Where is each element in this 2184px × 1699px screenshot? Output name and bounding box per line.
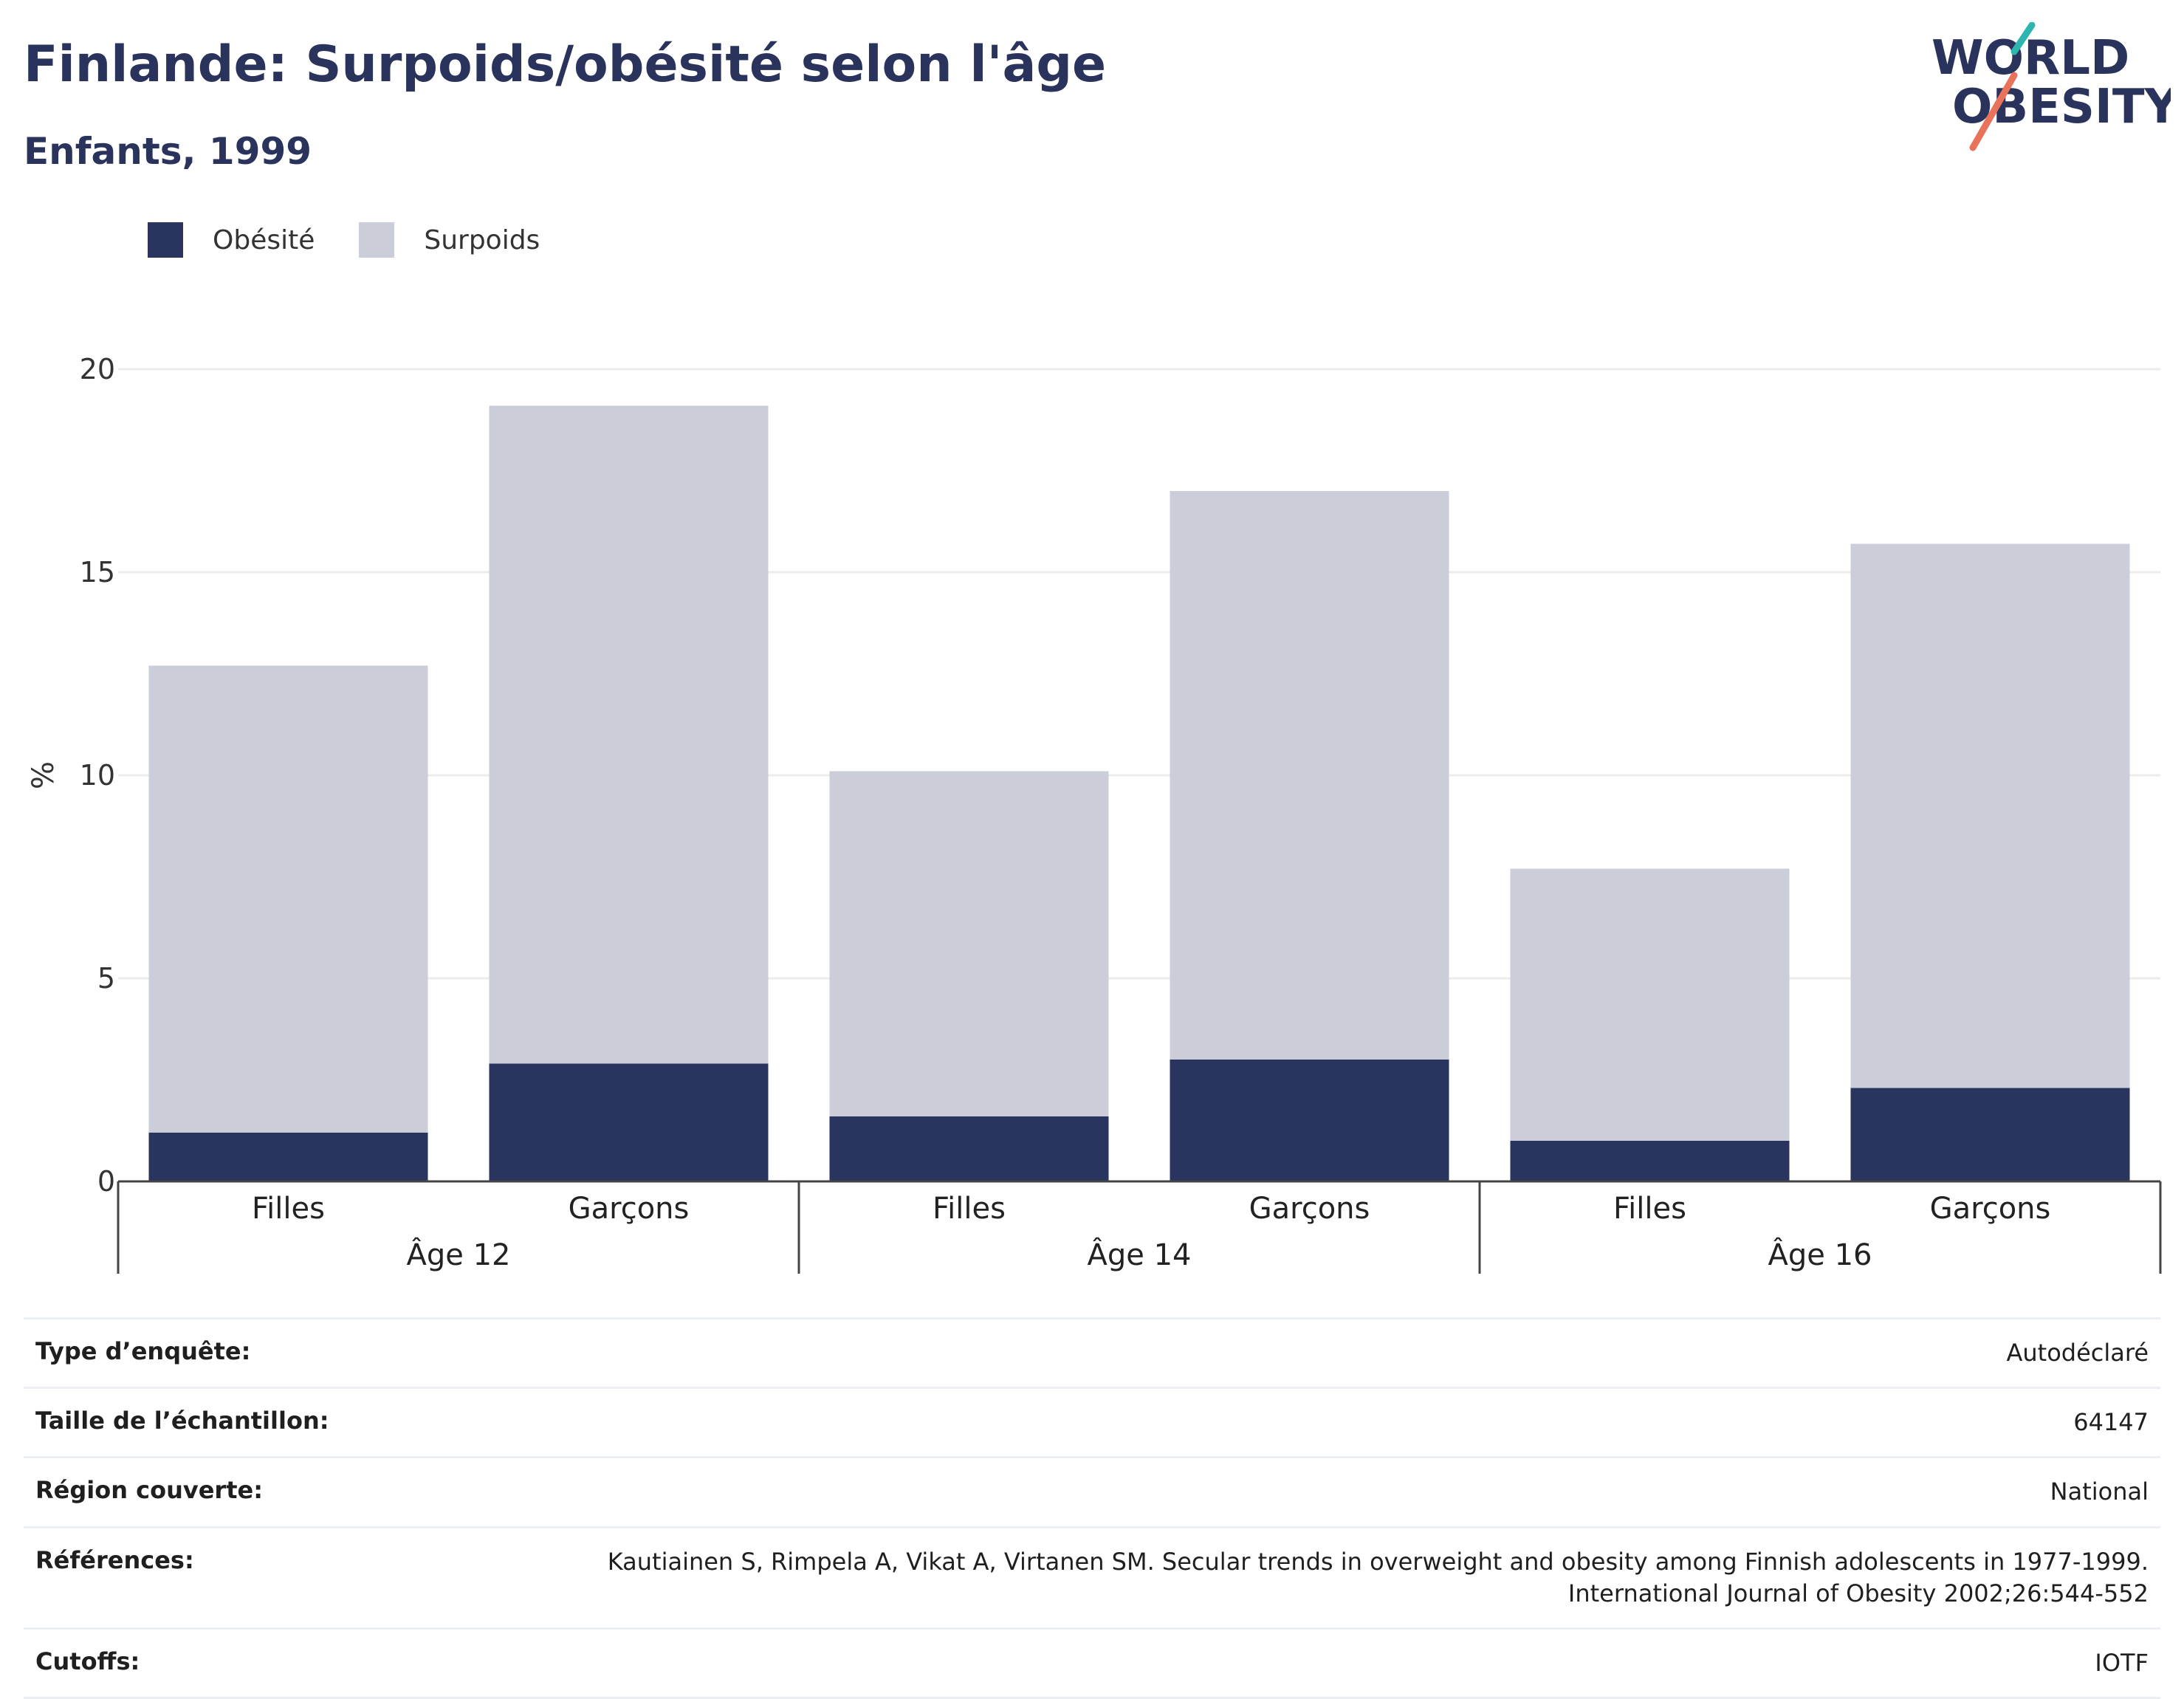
legend-item-surpoids: Surpoids <box>359 222 540 258</box>
chart-legend: Obésité Surpoids <box>148 220 584 260</box>
reference-line-2: International Journal of Obesity 2002;26… <box>1567 1579 2149 1607</box>
info-value: Autodéclaré <box>2006 1339 2149 1367</box>
group-label: Âge 14 <box>1088 1237 1192 1272</box>
x-tick-label: Filles <box>1613 1192 1686 1226</box>
reference-line-1: Kautiainen S, Rimpela A, Vikat A, Virtan… <box>607 1547 2149 1576</box>
chart-title: Finlande: Surpoids/obésité selon l'âge <box>24 35 1107 94</box>
y-tick-label: 15 <box>80 556 115 588</box>
world-obesity-logo: WORLD OBESITY <box>1931 22 2171 151</box>
legend-swatch-obesite <box>148 222 183 258</box>
logo-slash-teal <box>2010 22 2036 55</box>
legend-swatch-surpoids <box>359 222 395 258</box>
info-value: 64147 <box>2073 1408 2149 1437</box>
x-tick-label: Filles <box>252 1192 325 1226</box>
x-tick-label: Garçons <box>1930 1192 2051 1226</box>
bar-ob-sit- <box>1850 1088 2130 1181</box>
bar-surpoids <box>148 665 428 1133</box>
info-row-references: Références: Kautiainen S, Rimpela A, Vik… <box>24 1527 2160 1628</box>
info-value: National <box>2050 1477 2149 1506</box>
info-value: IOTF <box>2095 1648 2149 1677</box>
info-label: Taille de l’échantillon: <box>35 1407 329 1435</box>
bar-ob-sit- <box>148 1133 428 1181</box>
legend-label-obesite: Obésité <box>213 224 315 255</box>
logo-slash-coral <box>1969 72 2018 151</box>
x-tick-label: Garçons <box>569 1192 690 1226</box>
stacked-bar-chart: 0 5 10 15 20% Filles Garçons Filles Garçons Fille… <box>27 353 2162 1274</box>
info-row-survey-type: Type d’enquête: Autodéclaré <box>24 1318 2160 1388</box>
legend-item-obesite: Obésité <box>148 222 315 258</box>
info-row-sample-size: Taille de l’échantillon: 64147 <box>24 1387 2160 1458</box>
legend-label-surpoids: Surpoids <box>424 224 540 255</box>
x-tick-label: Filles <box>933 1192 1006 1226</box>
info-label: Type d’enquête: <box>35 1337 251 1365</box>
info-label: Région couverte: <box>35 1476 263 1505</box>
info-label: Cutoffs: <box>35 1647 140 1675</box>
bar-ob-sit- <box>829 1116 1109 1181</box>
info-row-region: Région couverte: National <box>24 1457 2160 1527</box>
bar-surpoids <box>1850 543 2130 1088</box>
group-label: Âge 16 <box>1768 1237 1872 1272</box>
info-label: Références: <box>35 1545 194 1574</box>
chart-subtitle: Enfants, 1999 <box>24 130 312 173</box>
survey-info-table: Type d’enquête: Autodéclaré Taille de l’… <box>24 1317 2160 1699</box>
y-tick-label: 10 <box>80 759 115 792</box>
bar-surpoids <box>1510 868 1790 1141</box>
bar-ob-sit- <box>489 1063 769 1181</box>
y-axis-title: % <box>27 761 61 789</box>
bar-surpoids <box>489 405 769 1064</box>
logo-text-world: WORLD <box>1931 31 2129 86</box>
bar-ob-sit- <box>1510 1141 1790 1181</box>
y-tick-label: 5 <box>97 962 115 995</box>
bar-surpoids <box>1170 491 1449 1060</box>
info-row-cutoffs: Cutoffs: IOTF <box>24 1628 2160 1698</box>
y-tick-label: 0 <box>97 1165 115 1198</box>
bar-surpoids <box>829 771 1109 1116</box>
y-tick-label: 20 <box>80 353 115 385</box>
bar-ob-sit- <box>1170 1060 1449 1181</box>
group-label: Âge 12 <box>407 1237 511 1272</box>
x-tick-label: Garçons <box>1249 1192 1370 1226</box>
info-value: Kautiainen S, Rimpela A, Vikat A, Virtan… <box>384 1527 2160 1628</box>
